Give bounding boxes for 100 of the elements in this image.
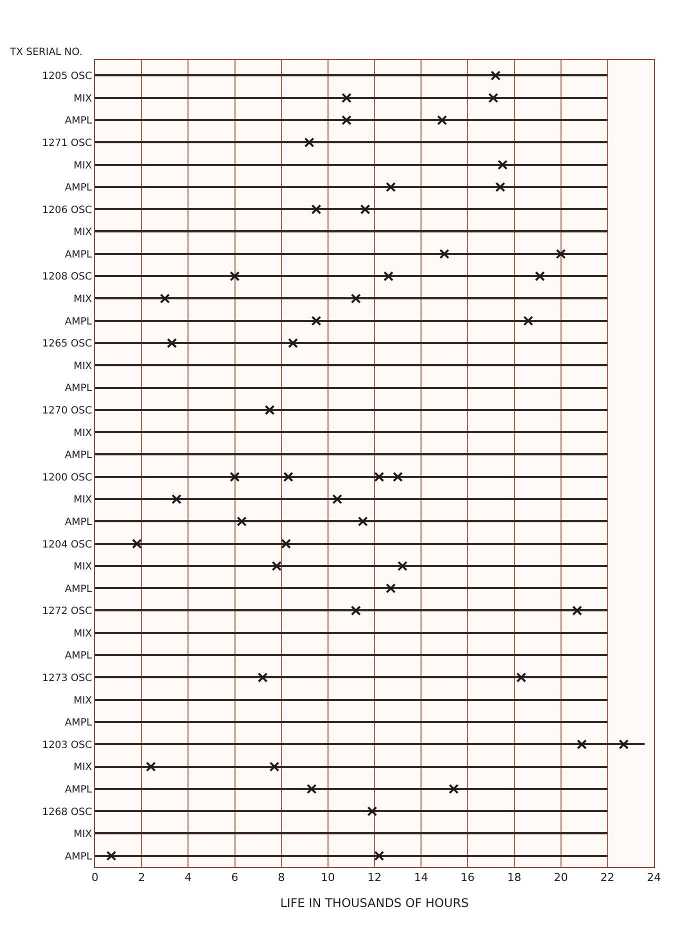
point: [358, 516, 368, 526]
y-tick-label: AMPL: [64, 851, 92, 862]
y-tick-label: 1273 OSC: [42, 673, 92, 684]
point: [269, 762, 280, 772]
point: [383, 271, 394, 282]
point: [523, 316, 534, 326]
point: [132, 538, 142, 549]
y-tick-label: 1268 OSC: [42, 806, 92, 818]
y-tick-label: AMPL: [64, 116, 92, 127]
point: [146, 762, 156, 772]
y-tick-label: AMPL: [64, 182, 92, 194]
point: [166, 338, 177, 348]
point: [488, 92, 498, 103]
y-tick-label: MIX: [74, 160, 92, 172]
point: [439, 248, 450, 259]
y-tick-label: 1265 OSC: [42, 338, 92, 350]
point: [618, 739, 629, 750]
point: [172, 494, 182, 504]
x-tick-label: 14: [414, 871, 428, 884]
x-tick-label: 0: [92, 871, 98, 884]
point: [350, 606, 361, 616]
y-tick-label: 1205 OSC: [42, 71, 92, 82]
x-tick-label: 2: [138, 871, 146, 884]
x-tick-label: 6: [231, 871, 238, 884]
point: [572, 606, 582, 616]
y-tick-label: MIX: [74, 360, 92, 372]
point: [490, 70, 501, 81]
y-tick-label: 1200 OSC: [42, 472, 92, 484]
point: [258, 672, 268, 683]
y-tick-label: 1272 OSC: [42, 606, 92, 618]
y-tick-label: MIX: [74, 227, 92, 238]
y-tick-label: MIX: [74, 695, 92, 706]
y-tick-label: AMPL: [64, 650, 92, 662]
y-tick-label: AMPL: [64, 584, 92, 595]
point: [374, 472, 384, 482]
x-tick-label: 18: [507, 871, 522, 884]
y-tick-label: MIX: [74, 294, 92, 306]
y-tick-label: 1204 OSC: [42, 539, 92, 550]
y-tick-label: AMPL: [64, 516, 92, 528]
y-tick-label: AMPL: [64, 784, 92, 796]
y-tick-label: AMPL: [64, 383, 92, 394]
point: [498, 160, 508, 170]
point: [230, 472, 240, 482]
y-tick-label: MIX: [74, 628, 92, 640]
x-tick-label: 20: [554, 871, 568, 884]
point: [311, 316, 322, 326]
y-tick-label: MIX: [74, 562, 92, 573]
point: [392, 472, 403, 482]
y-tick-label: AMPL: [64, 316, 92, 328]
point: [556, 248, 566, 259]
point: [397, 561, 408, 572]
y-axis-title: TX SERIAL NO.: [9, 47, 82, 58]
x-tick-label: 4: [184, 871, 192, 884]
y-tick-label: MIX: [74, 494, 92, 506]
y-tick-label: AMPL: [64, 718, 92, 729]
point: [306, 784, 317, 794]
point: [367, 806, 378, 816]
point: [283, 472, 294, 482]
point: [272, 561, 282, 572]
x-tick-label: 10: [320, 871, 335, 884]
point: [516, 672, 526, 683]
point: [374, 850, 384, 861]
x-tick-label: 22: [600, 871, 614, 884]
x-tick-label: 16: [460, 871, 475, 884]
y-tick-label: 1270 OSC: [42, 406, 92, 416]
y-tick-label: MIX: [74, 762, 92, 774]
point: [360, 204, 370, 214]
point: [236, 516, 247, 526]
y-tick-label: MIX: [74, 93, 92, 104]
point: [386, 182, 396, 192]
x-axis-title: LIFE IN THOUSANDS OF HOURS: [280, 896, 469, 910]
y-tick-label: MIX: [74, 428, 92, 439]
point: [386, 583, 396, 594]
point: [342, 92, 352, 103]
point: [448, 784, 459, 794]
y-tick-label: 1206 OSC: [42, 204, 92, 216]
x-tick-label: 24: [647, 871, 661, 884]
point: [437, 115, 448, 126]
point: [534, 271, 545, 282]
y-tick-label: 1203 OSC: [42, 740, 92, 751]
point: [332, 494, 342, 504]
point: [576, 739, 587, 750]
point: [230, 271, 240, 282]
point: [350, 294, 361, 304]
point: [304, 137, 314, 148]
point: [495, 182, 506, 192]
point: [280, 538, 291, 549]
y-tick-label: 1208 OSC: [42, 272, 92, 283]
y-tick-label: AMPL: [64, 249, 92, 260]
point: [264, 405, 275, 415]
point: [106, 850, 116, 861]
point: [160, 294, 170, 304]
point: [342, 115, 352, 126]
point: [288, 338, 298, 348]
point: [311, 204, 322, 214]
y-tick-label: 1271 OSC: [42, 138, 92, 149]
x-tick-label: 8: [278, 871, 285, 884]
x-tick-label: 12: [368, 871, 382, 884]
y-tick-label: AMPL: [64, 450, 92, 462]
y-tick-label: MIX: [74, 829, 92, 840]
